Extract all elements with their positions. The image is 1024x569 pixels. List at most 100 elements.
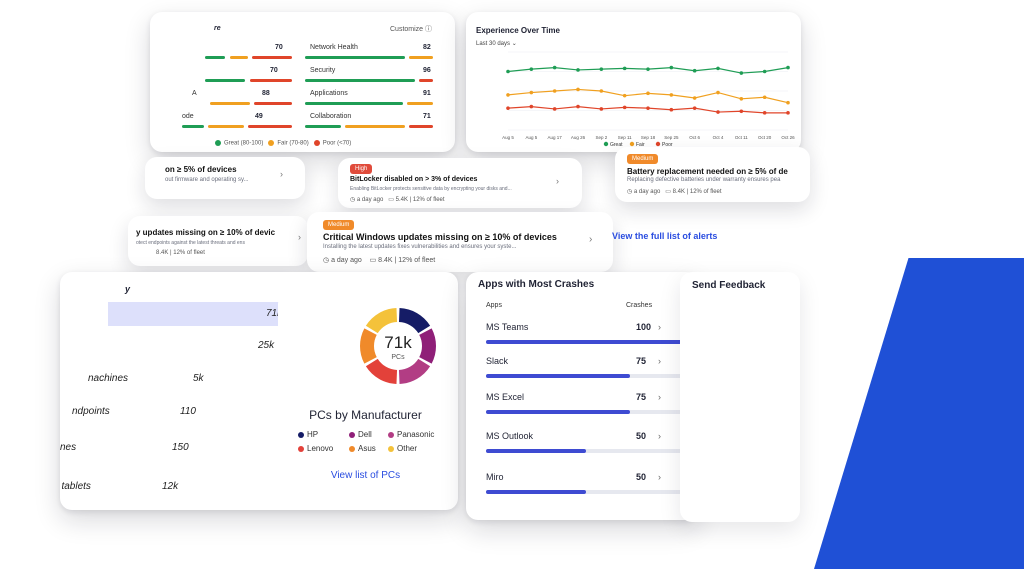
view-all-alerts-link[interactable]: View the full list of alerts: [612, 231, 718, 241]
score-row[interactable]: A 88: [180, 90, 300, 112]
legend-label: Poor: [662, 142, 673, 148]
crash-row-ms-teams[interactable]: MS Teams 100 ›: [486, 322, 686, 362]
legend-dot-icon: [268, 140, 275, 146]
legend-dot-icon: [388, 431, 394, 438]
data-point: [622, 93, 627, 98]
customize-button[interactable]: Customize ⓘ: [390, 26, 433, 33]
data-point: [646, 91, 650, 96]
x-tick-label: Aug 5: [502, 135, 514, 140]
data-point: [692, 106, 697, 110]
chevron-right-icon: ›: [658, 431, 661, 441]
score-row[interactable]: 70: [180, 44, 300, 66]
score-title: re: [214, 25, 221, 32]
device-row[interactable]: 25k: [258, 340, 275, 351]
send-feedback-card[interactable]: Send Feedback: [680, 272, 800, 522]
legend-label: Great: [610, 142, 623, 148]
score-row[interactable]: 70: [180, 67, 300, 89]
score-row-collaboration[interactable]: Collaboration 71: [305, 113, 435, 135]
donut-slice-hp: [398, 308, 431, 334]
data-point: [506, 69, 510, 74]
data-point: [669, 107, 674, 112]
data-point: [552, 89, 557, 93]
legend-dot-icon: [655, 141, 661, 147]
data-point: [692, 68, 697, 73]
brand-blue-shape: [814, 258, 1024, 569]
experience-card: Experience Over Time Last 30 days ⌄ Aug …: [466, 12, 801, 152]
data-point: [576, 104, 580, 109]
alert-card-updates[interactable]: y updates missing on ≥ 10% of devic otec…: [128, 216, 308, 266]
x-tick-label: Sep 25: [664, 135, 679, 140]
clock-icon: ◷: [627, 189, 633, 195]
crash-row-miro[interactable]: Miro 50 ›: [486, 472, 686, 512]
score-row-network-health[interactable]: Network Health 82: [305, 44, 435, 66]
device-row[interactable]: nes 150: [60, 442, 189, 453]
severity-badge: High: [350, 164, 373, 174]
chevron-right-icon: ›: [658, 472, 661, 482]
donut-center-label: PCs: [391, 354, 405, 361]
donut-slice-asus: [360, 328, 377, 364]
crash-row-ms-excel[interactable]: MS Excel 75 ›: [486, 392, 686, 432]
x-tick-label: Oct 11: [735, 135, 748, 140]
legend-dot-icon: [349, 445, 355, 452]
x-tick-label: Oct 26: [781, 135, 795, 140]
device-row[interactable]: nachines 5k: [88, 373, 204, 384]
alert-card-battery[interactable]: Medium Battery replacement needed on ≥ 5…: [615, 147, 810, 202]
view-list-of-pcs-link[interactable]: View list of PCs: [330, 470, 401, 481]
legend-dot-icon: [388, 445, 394, 452]
data-point: [762, 95, 767, 100]
data-point: [762, 69, 767, 74]
data-point: [576, 68, 580, 72]
data-point: [599, 67, 604, 71]
alert-card-windows-updates[interactable]: Medium Critical Windows updates missing …: [307, 212, 613, 272]
crash-row-slack[interactable]: Slack 75 ›: [486, 356, 686, 396]
data-point: [599, 89, 604, 93]
score-row[interactable]: ode 49: [180, 113, 300, 135]
x-tick-label: Oct 20: [758, 135, 772, 140]
legend-item-hp: HP: [298, 430, 318, 439]
devices-title: y: [125, 284, 131, 294]
data-point: [669, 93, 674, 97]
data-point: [529, 104, 534, 109]
experience-line-chart: Aug 5 Aug 5 Aug 17 Aug 26 Sep 2 Sep 11 Sep 18 S…: [502, 51, 795, 148]
data-point: [599, 107, 604, 111]
column-header-crashes: Crashes: [626, 302, 653, 309]
device-row[interactable]: ndpoints 110: [72, 406, 196, 417]
chevron-right-icon: ›: [298, 232, 301, 242]
severity-badge: Medium: [627, 154, 659, 164]
column-header-apps: Apps: [486, 302, 502, 309]
severity-badge: Medium: [323, 220, 355, 230]
device-row-pcs[interactable]: 71k: [108, 302, 303, 326]
clock-icon: ◷: [323, 257, 330, 264]
chevron-right-icon: ›: [589, 234, 593, 245]
data-point: [716, 66, 720, 71]
legend-dot-icon: [629, 141, 635, 147]
score-legend: Great (80-100) Fair (70-80) Poor (<70): [215, 140, 351, 147]
chevron-down-icon: ⌄: [511, 41, 517, 47]
legend-dot-icon: [313, 140, 320, 146]
laptop-icon: ▭: [369, 257, 377, 264]
x-tick-label: Aug 26: [571, 135, 586, 140]
x-tick-label: Aug 17: [548, 135, 563, 140]
legend-item-lenovo: Lenovo: [298, 444, 333, 453]
alert-card[interactable]: on ≥ 5% of devices out firmware and oper…: [145, 157, 305, 199]
score-row-security[interactable]: Security 96: [305, 67, 435, 89]
legend-dot-icon: [349, 431, 355, 438]
laptop-icon: ▭: [665, 189, 671, 195]
data-point: [529, 90, 534, 95]
data-point: [786, 111, 790, 115]
data-point: [692, 96, 697, 100]
legend-item-other: Other: [388, 444, 417, 453]
alert-card-bitlocker[interactable]: High BitLocker disabled on > 3% of devic…: [338, 158, 582, 208]
device-row[interactable]: & tablets 12k: [60, 481, 179, 492]
donut-slice-lenovo: [365, 358, 398, 384]
crash-row-ms-outlook[interactable]: MS Outlook 50 ›: [486, 431, 686, 471]
data-point: [576, 87, 580, 92]
range-dropdown[interactable]: Last 30 days ⌄: [476, 41, 517, 47]
legend-dot-icon: [298, 431, 304, 438]
pcs-by-manufacturer-panel: 71k PCs PCs by Manufacturer HP Dell Pana…: [278, 296, 453, 502]
legend-dot-icon: [603, 141, 609, 147]
data-point: [716, 110, 720, 114]
score-row-applications[interactable]: Applications 91: [305, 90, 435, 112]
data-point: [646, 106, 650, 110]
legend-dot-icon: [298, 445, 304, 452]
